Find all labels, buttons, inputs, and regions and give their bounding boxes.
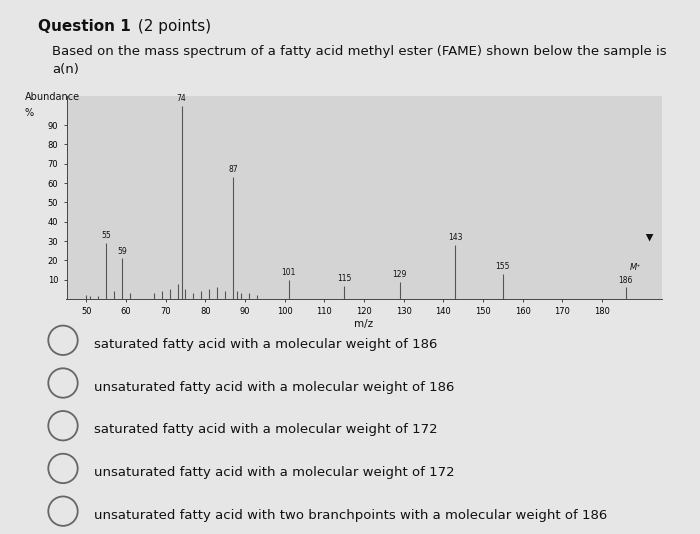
Text: 155: 155 bbox=[496, 262, 510, 271]
Text: saturated fatty acid with a molecular weight of 186: saturated fatty acid with a molecular we… bbox=[94, 338, 438, 351]
Text: 74: 74 bbox=[176, 94, 186, 103]
Text: (2 points): (2 points) bbox=[133, 19, 211, 34]
Text: M⁺: M⁺ bbox=[630, 263, 641, 272]
Text: 186: 186 bbox=[619, 276, 633, 285]
Text: Based on the mass spectrum of a fatty acid methyl ester (FAME) shown below the s: Based on the mass spectrum of a fatty ac… bbox=[52, 45, 667, 76]
Text: 87: 87 bbox=[228, 166, 238, 175]
Text: saturated fatty acid with a molecular weight of 172: saturated fatty acid with a molecular we… bbox=[94, 423, 438, 436]
Text: unsaturated fatty acid with a molecular weight of 186: unsaturated fatty acid with a molecular … bbox=[94, 381, 455, 394]
Text: 59: 59 bbox=[117, 247, 127, 256]
Text: ▶: ▶ bbox=[645, 233, 654, 241]
Text: 55: 55 bbox=[102, 231, 111, 240]
Text: unsaturated fatty acid with a molecular weight of 172: unsaturated fatty acid with a molecular … bbox=[94, 466, 455, 479]
Text: 143: 143 bbox=[448, 233, 463, 242]
Text: 101: 101 bbox=[281, 268, 296, 277]
Text: %: % bbox=[25, 108, 34, 119]
X-axis label: m/z: m/z bbox=[354, 319, 374, 329]
Text: Question 1: Question 1 bbox=[38, 19, 132, 34]
Text: 115: 115 bbox=[337, 273, 351, 282]
Text: Abundance: Abundance bbox=[25, 92, 80, 102]
Text: unsaturated fatty acid with two branchpoints with a molecular weight of 186: unsaturated fatty acid with two branchpo… bbox=[94, 509, 608, 522]
Text: 129: 129 bbox=[393, 270, 407, 279]
